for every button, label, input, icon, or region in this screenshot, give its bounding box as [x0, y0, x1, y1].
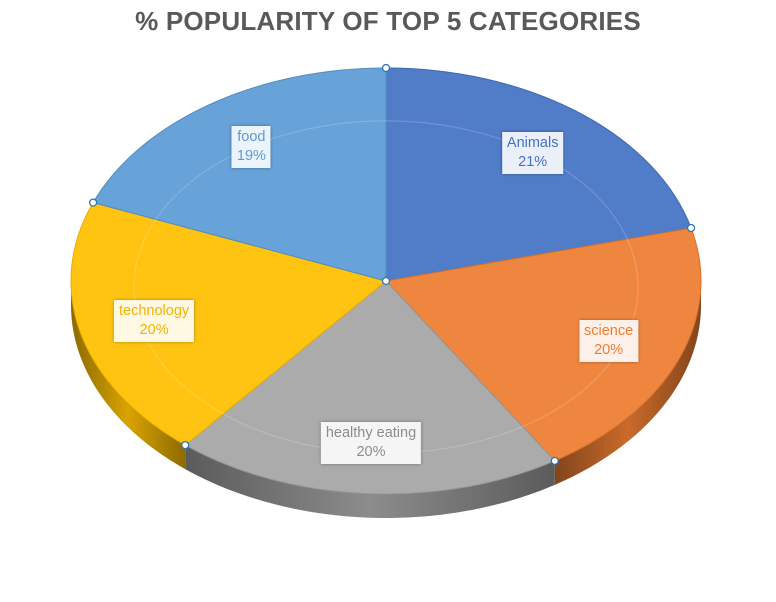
pie-slice-food[interactable]: [92, 67, 387, 282]
data-label-category: science: [584, 322, 634, 339]
pie-side-technology: [71, 281, 186, 470]
data-label-value: 19%: [236, 148, 266, 165]
pie-slice-technology[interactable]: [70, 202, 388, 446]
data-label-science[interactable]: science 20%: [579, 319, 639, 362]
pie-slice-science[interactable]: [385, 227, 702, 462]
pie-side-science: [554, 281, 701, 485]
data-label-value: 20%: [594, 341, 624, 358]
data-label-technology[interactable]: technology 20%: [114, 300, 195, 343]
pie-slice-healthy-eating[interactable]: [184, 280, 556, 495]
data-label-value: 20%: [139, 322, 169, 339]
selection-handle-center[interactable]: [381, 276, 391, 286]
pie-side-healthy-eating: [185, 445, 555, 518]
data-label-animals[interactable]: Animals 21%: [501, 132, 564, 175]
selection-handle[interactable]: [550, 456, 559, 465]
selection-handle[interactable]: [686, 223, 696, 233]
data-label-value: 21%: [518, 154, 548, 171]
data-label-category: healthy eating: [325, 424, 417, 441]
selection-handle[interactable]: [88, 198, 98, 207]
data-label-category: technology: [119, 303, 190, 320]
chart-title: % POPULARITY OF TOP 5 CATEGORIES: [135, 6, 641, 36]
selection-handle[interactable]: [381, 63, 391, 73]
data-label-food[interactable]: food 19%: [231, 126, 271, 169]
data-label-category: food: [237, 129, 266, 146]
data-label-category: Animals: [506, 135, 559, 152]
pie-slice-animals[interactable]: [385, 67, 692, 282]
selection-handle[interactable]: [181, 440, 190, 450]
data-label-value: 20%: [356, 443, 386, 460]
data-label-healthy-eating[interactable]: healthy eating 20%: [320, 421, 422, 464]
